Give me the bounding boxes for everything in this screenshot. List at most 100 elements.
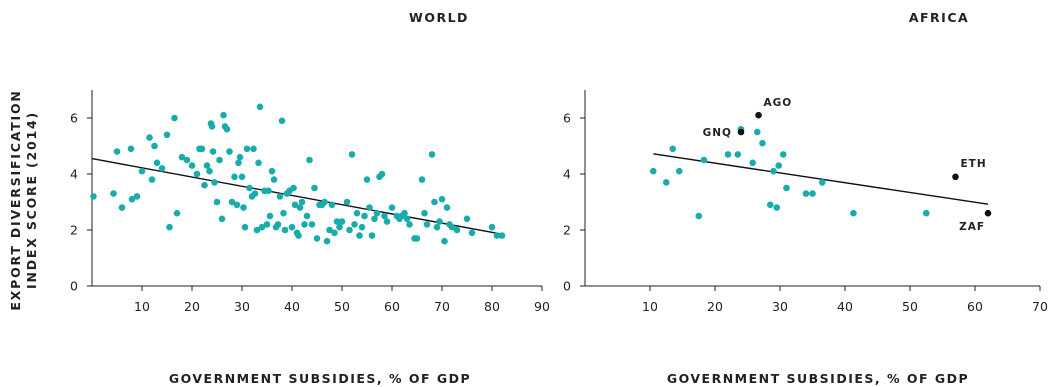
data-point — [226, 148, 233, 155]
data-point — [146, 134, 153, 141]
data-point — [216, 156, 223, 164]
data-point — [356, 232, 363, 239]
data-point — [206, 167, 213, 175]
data-point — [749, 159, 756, 167]
data-point — [333, 218, 341, 225]
x-tick-label: 50 — [902, 299, 918, 314]
data-point — [280, 209, 287, 217]
y-tick-label: 4 — [563, 167, 571, 182]
data-point — [208, 123, 216, 130]
x-tick-label: 40 — [837, 299, 853, 314]
data-point — [166, 223, 173, 231]
x-tick-label: 60 — [384, 299, 400, 314]
data-point — [326, 226, 333, 234]
data-point — [413, 235, 421, 242]
data-point — [311, 184, 318, 192]
data-point — [270, 176, 278, 183]
data-point — [220, 111, 227, 119]
x-tick-label: 50 — [334, 299, 350, 314]
data-point — [243, 145, 251, 153]
data-point — [818, 179, 826, 186]
data-point — [436, 218, 443, 225]
y-tick-label: 0 — [563, 279, 571, 294]
data-point — [346, 226, 353, 234]
data-point — [223, 125, 231, 133]
data-point — [173, 209, 181, 217]
data-point — [313, 235, 321, 242]
country-code-label: ZAF — [959, 221, 985, 233]
data-point — [255, 159, 262, 167]
data-point — [90, 193, 97, 200]
y-tick-label: 0 — [70, 279, 78, 294]
x-tick-label: 20 — [707, 299, 723, 314]
data-point — [323, 237, 331, 245]
data-point — [371, 215, 378, 223]
data-point — [433, 223, 441, 231]
data-point — [401, 209, 408, 217]
data-point — [278, 117, 286, 125]
data-point — [321, 198, 328, 206]
data-point — [488, 223, 496, 231]
x-tick-label: 20 — [184, 299, 200, 314]
data-point — [443, 204, 451, 211]
data-point — [276, 193, 284, 200]
data-point — [188, 162, 196, 169]
africa-panel: AFRICA 0 2 4 6 10 20 30 40 50 60 70 GOVERNMENT SUBSI… — [563, 10, 1048, 386]
x-axis-label: GOVERNMENT SUBSIDIES, % OF GDP — [169, 371, 471, 386]
data-point — [649, 167, 657, 175]
data-point — [113, 148, 121, 155]
data-point — [266, 212, 274, 220]
data-point — [669, 145, 677, 153]
data-point — [366, 204, 373, 211]
data-point — [348, 151, 356, 158]
data-point — [118, 204, 126, 211]
data-point — [428, 151, 436, 158]
data-point — [256, 103, 264, 111]
country-code-label: GNQ — [703, 127, 732, 139]
data-point — [773, 204, 781, 211]
chart-title: AFRICA — [909, 10, 969, 25]
data-point — [148, 176, 156, 183]
data-point — [228, 198, 236, 206]
data-point — [235, 159, 242, 167]
data-point — [298, 198, 306, 206]
data-point — [453, 226, 461, 234]
data-point — [421, 209, 428, 217]
data-point — [493, 232, 501, 239]
x-tick-label: 30 — [234, 299, 250, 314]
data-point — [438, 195, 446, 203]
data-point — [301, 221, 308, 228]
x-tick-label: 80 — [484, 299, 500, 314]
data-point — [351, 221, 358, 228]
data-point — [328, 201, 336, 209]
data-point — [308, 221, 316, 228]
data-point — [203, 162, 211, 169]
highlighted-point — [952, 173, 959, 181]
world-panel: WORLD 0 2 4 6 10 20 30 40 50 60 70 80 90 GOVERNMENT SU… — [8, 10, 550, 386]
data-point — [236, 153, 244, 161]
data-point — [238, 173, 246, 181]
data-point — [700, 156, 708, 164]
y-tick-label: 2 — [70, 223, 78, 238]
data-point — [431, 198, 438, 206]
data-point — [231, 173, 238, 181]
x-tick-label: 30 — [772, 299, 788, 314]
data-point — [241, 223, 249, 231]
data-point — [151, 142, 158, 150]
data-point — [358, 223, 366, 231]
data-point — [281, 226, 289, 234]
data-point — [403, 215, 411, 223]
data-point — [306, 156, 313, 164]
chart-title: WORLD — [409, 10, 469, 25]
data-point — [250, 145, 257, 153]
data-point — [809, 190, 816, 197]
data-point — [240, 204, 247, 211]
x-tick-label: 70 — [434, 299, 450, 314]
highlighted-point — [737, 128, 745, 136]
data-point — [802, 190, 810, 197]
data-point — [183, 156, 191, 164]
data-point — [178, 153, 186, 161]
y-axis-label-line: INDEX SCORE (2014) — [24, 111, 39, 289]
data-point — [463, 215, 471, 223]
data-point — [138, 167, 146, 175]
